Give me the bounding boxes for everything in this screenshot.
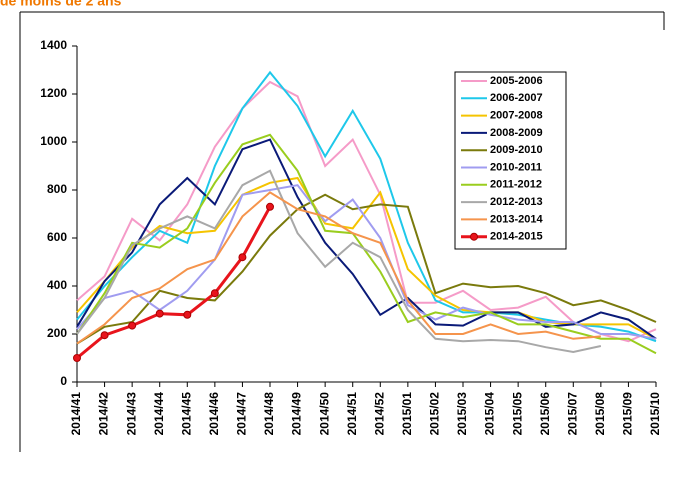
chart-title: de moins de 2 ans [0, 0, 122, 9]
point [128, 321, 137, 330]
x-tick-label: 2014/44 [152, 392, 166, 436]
y-tick-label: 1200 [40, 86, 67, 100]
legend-label: 2008-2009 [490, 127, 543, 139]
series-line [76, 138, 657, 340]
legend-marker [470, 232, 478, 241]
point [100, 331, 109, 340]
x-tick-label: 2014/46 [207, 392, 221, 436]
x-tick-label: 2015/05 [510, 392, 524, 436]
x-tick-label: 2014/41 [69, 392, 83, 436]
x-tick-label: 2014/48 [262, 392, 276, 436]
y-tick-label: 0 [60, 374, 67, 388]
y-tick-label: 600 [47, 230, 67, 244]
legend-label: 2013-2014 [490, 213, 543, 225]
point [155, 309, 164, 318]
legend-label: 2010-2011 [490, 161, 542, 173]
y-tick-label: 800 [47, 182, 67, 196]
x-tick-label: 2014/49 [290, 392, 304, 436]
x-tick-label: 2014/51 [345, 392, 359, 436]
series-line [76, 184, 657, 340]
x-tick-label: 2015/01 [400, 392, 414, 436]
series-line [76, 169, 602, 354]
y-tick-label: 1000 [40, 134, 67, 148]
legend-label: 2014-2015 [490, 231, 543, 243]
x-tick-label: 2015/06 [538, 392, 552, 436]
legend-label: 2006-2007 [490, 92, 543, 104]
x-tick-label: 2014/45 [179, 392, 193, 436]
series-line [76, 133, 657, 355]
legend-label: 2009-2010 [490, 144, 543, 156]
point [238, 253, 247, 262]
legend-label: 2012-2013 [490, 196, 543, 208]
x-tick-label: 2015/07 [565, 392, 579, 436]
x-tick-label: 2014/50 [317, 392, 331, 436]
x-tick-label: 2015/04 [483, 392, 497, 436]
point [266, 202, 274, 211]
x-tick-label: 2015/02 [428, 392, 442, 436]
y-tick-label: 1400 [40, 38, 67, 52]
x-tick-label: 2015/03 [455, 392, 469, 436]
point [73, 354, 81, 362]
series-line [76, 193, 657, 345]
legend-label: 2005-2006 [490, 75, 543, 87]
point [183, 310, 192, 319]
x-tick-label: 2014/52 [372, 392, 386, 436]
series-line [76, 176, 657, 340]
x-tick-label: 2014/42 [97, 392, 111, 436]
series-line [76, 206, 272, 360]
x-tick-label: 2014/47 [235, 392, 249, 436]
x-tick-label: 2015/10 [648, 392, 662, 436]
legend-label: 2011-2012 [490, 179, 542, 191]
x-tick-label: 2015/09 [621, 392, 635, 436]
series-line [76, 191, 601, 345]
y-tick-label: 400 [47, 278, 67, 292]
legend-label: 2007-2008 [490, 110, 543, 122]
x-tick-label: 2015/08 [593, 392, 607, 436]
x-tick-label: 2014/43 [124, 392, 138, 436]
point [210, 289, 219, 298]
y-tick-label: 200 [47, 326, 67, 340]
